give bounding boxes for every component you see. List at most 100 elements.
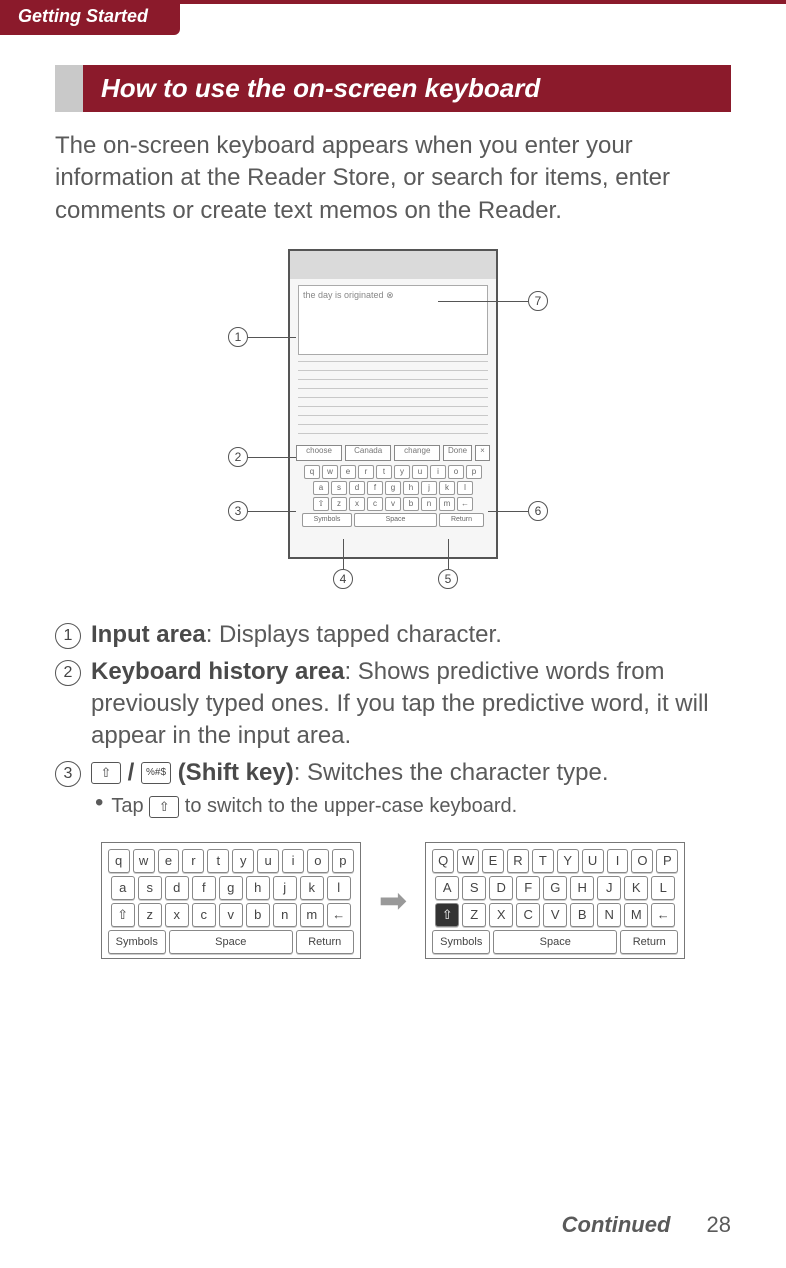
- continued-label: Continued: [562, 1212, 671, 1237]
- callout-line: [343, 539, 344, 569]
- callout-6: 6: [528, 501, 548, 521]
- kb-key: G: [543, 876, 567, 900]
- kb-key: K: [624, 876, 648, 900]
- mini-key: f: [367, 481, 383, 495]
- page-header: Getting Started: [0, 0, 786, 35]
- kb-key: O: [631, 849, 653, 873]
- kb-key: P: [656, 849, 678, 873]
- mini-key: p: [466, 465, 482, 479]
- kb-key: f: [192, 876, 216, 900]
- kb-key: p: [332, 849, 354, 873]
- mini-key: j: [421, 481, 437, 495]
- kb-key: s: [138, 876, 162, 900]
- mini-key: ⇧: [313, 497, 329, 511]
- mini-key: q: [304, 465, 320, 479]
- kb-return-key: Return: [296, 930, 354, 954]
- list-item-1: 1 Input area: Displays tapped character.: [55, 619, 731, 651]
- kb-key: m: [300, 903, 324, 927]
- callout-line: [248, 457, 296, 458]
- kb-key: q: [108, 849, 130, 873]
- mini-key: k: [439, 481, 455, 495]
- kb-key: x: [165, 903, 189, 927]
- item-number: 2: [55, 660, 81, 686]
- kb-symbols-key: Symbols: [432, 930, 490, 954]
- sub-post: to switch to the upper-case keyboard.: [185, 795, 517, 817]
- kb-key: X: [489, 903, 513, 927]
- mini-key: d: [349, 481, 365, 495]
- callout-line: [488, 511, 528, 512]
- kb-key: I: [607, 849, 629, 873]
- callout-line: [448, 539, 449, 569]
- mini-key: z: [331, 497, 347, 511]
- callout-line: [248, 337, 296, 338]
- callout-7: 7: [528, 291, 548, 311]
- history-word: change: [394, 445, 440, 461]
- description-list: 1 Input area: Displays tapped character.…: [55, 619, 731, 820]
- mini-key: i: [430, 465, 446, 479]
- bullet-icon: •: [95, 793, 103, 820]
- callout-line: [438, 301, 528, 302]
- list-item-2: 2 Keyboard history area: Shows predictiv…: [55, 656, 731, 753]
- kb-key: w: [133, 849, 155, 873]
- sub-bullet: • Tap ⇧ to switch to the upper-case keyb…: [95, 793, 731, 820]
- kb-key: a: [111, 876, 135, 900]
- item-rest: : Displays tapped character.: [206, 621, 502, 648]
- callout-4: 4: [333, 569, 353, 589]
- keyboard-uppercase: QWERTYUIOP ASDFGHJKL ⇧ZXCVBNM← Symbols S…: [425, 842, 685, 959]
- device-screen: the day is originated ⊗ choose Canada ch…: [288, 249, 498, 559]
- kb-key: L: [651, 876, 675, 900]
- shift-key-icon: ⇧: [91, 762, 121, 784]
- kb-key: W: [457, 849, 479, 873]
- mini-key: u: [412, 465, 428, 479]
- mini-key: s: [331, 481, 347, 495]
- mini-key: m: [439, 497, 455, 511]
- kb-shift-key-active: ⇧: [435, 903, 459, 927]
- kb-backspace-key: ←: [651, 903, 675, 927]
- mini-key: x: [349, 497, 365, 511]
- kb-key: u: [257, 849, 279, 873]
- keyboard-diagram: the day is originated ⊗ choose Canada ch…: [55, 249, 731, 589]
- slash: /: [128, 759, 135, 786]
- kb-key: l: [327, 876, 351, 900]
- diagram-body-text: [298, 361, 488, 441]
- kb-key: C: [516, 903, 540, 927]
- mini-key: e: [340, 465, 356, 479]
- symbols-key-icon: %#$: [141, 762, 171, 784]
- kb-key: v: [219, 903, 243, 927]
- mini-key-symbols: Symbols: [302, 513, 352, 527]
- kb-key: b: [246, 903, 270, 927]
- kb-key: d: [165, 876, 189, 900]
- kb-key: Z: [462, 903, 486, 927]
- kb-key: N: [597, 903, 621, 927]
- kb-key: J: [597, 876, 621, 900]
- kb-key: g: [219, 876, 243, 900]
- screen-titlebar: [290, 251, 496, 279]
- item-bold: Keyboard history area: [91, 658, 344, 685]
- page-footer: Continued 28: [562, 1212, 731, 1238]
- kb-key: r: [182, 849, 204, 873]
- item-bold: Input area: [91, 621, 206, 648]
- mini-key-space: Space: [354, 513, 437, 527]
- mini-key: c: [367, 497, 383, 511]
- mini-key: n: [421, 497, 437, 511]
- kb-key: c: [192, 903, 216, 927]
- callout-line: [248, 511, 296, 512]
- kb-key: e: [158, 849, 180, 873]
- kb-key: H: [570, 876, 594, 900]
- kb-key: n: [273, 903, 297, 927]
- history-word: Canada: [345, 445, 391, 461]
- header-strip: [0, 0, 786, 4]
- diagram-input-area: the day is originated ⊗: [298, 285, 488, 355]
- kb-key: Y: [557, 849, 579, 873]
- mini-key: t: [376, 465, 392, 479]
- kb-key: y: [232, 849, 254, 873]
- item-number: 1: [55, 623, 81, 649]
- item-bold: (Shift key): [178, 759, 294, 786]
- kb-key: R: [507, 849, 529, 873]
- mini-key: h: [403, 481, 419, 495]
- kb-key: E: [482, 849, 504, 873]
- kb-key: V: [543, 903, 567, 927]
- input-sample-text: the day is originated: [303, 290, 384, 300]
- mini-key: b: [403, 497, 419, 511]
- kb-key: o: [307, 849, 329, 873]
